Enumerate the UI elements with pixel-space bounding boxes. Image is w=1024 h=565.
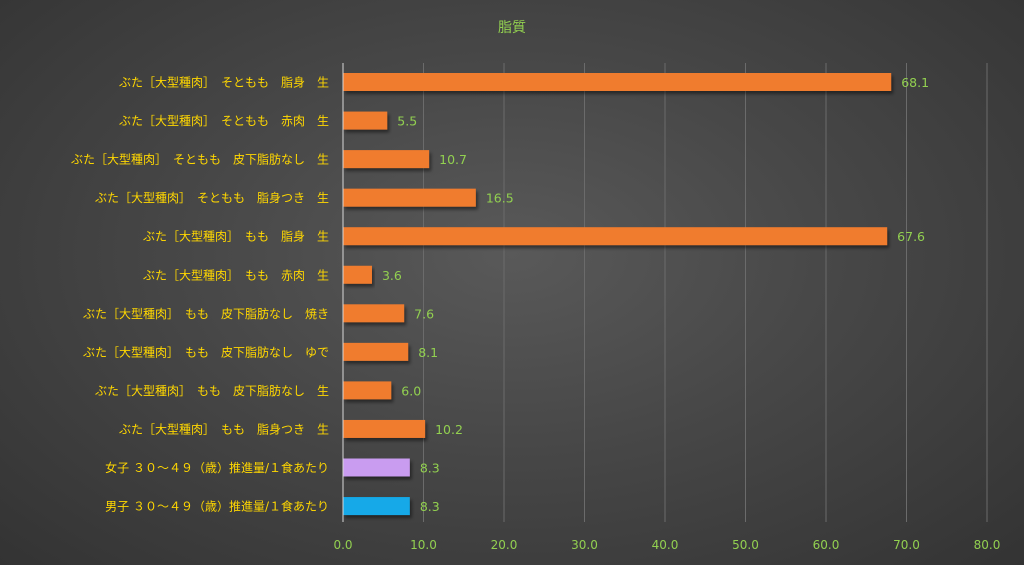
category-label: ぶた［大型種肉］ そともも 赤肉 生 xyxy=(119,114,329,128)
bars xyxy=(343,73,892,516)
x-axis-tick-labels: 0.0 10.0 20.0 30.0 40.0 50.0 60.0 70.0 80.0 xyxy=(333,538,1000,552)
category-label: ぶた［大型種肉］ もも 皮下脂肪なし ゆで xyxy=(83,344,329,359)
x-tick-label: 70.0 xyxy=(893,538,920,552)
x-tick-label: 0.0 xyxy=(333,538,352,552)
value-labels: 68.1 5.5 10.7 16.5 67.6 3.6 7.6 8.1 6.0 10.2 8.3 8.… xyxy=(382,75,929,514)
bar xyxy=(343,188,476,207)
bar xyxy=(343,458,410,477)
bar xyxy=(343,111,388,130)
bar xyxy=(343,304,405,323)
bar-value-label: 7.6 xyxy=(414,306,434,321)
category-label: 男子 ３０～４９（歳）推進量/１食あたり xyxy=(105,499,329,514)
x-tick-label: 40.0 xyxy=(652,538,679,552)
category-label: ぶた［大型種肉］ もも 皮下脂肪なし 生 xyxy=(95,383,329,398)
category-label: ぶた［大型種肉］ もも 皮下脂肪なし 焼き xyxy=(83,306,329,321)
bar-value-label: 10.2 xyxy=(435,422,463,437)
category-label: ぶた［大型種肉］ そともも 皮下脂肪なし 生 xyxy=(71,152,329,167)
bar-value-label: 10.7 xyxy=(439,152,467,167)
chart-title: 脂質 xyxy=(498,20,526,36)
bar-value-label: 67.6 xyxy=(897,229,925,244)
x-tick-label: 50.0 xyxy=(732,538,759,552)
bar-value-label: 68.1 xyxy=(901,75,929,90)
bar xyxy=(343,381,392,400)
x-tick-label: 30.0 xyxy=(571,538,598,552)
bar xyxy=(343,227,888,246)
category-label: ぶた［大型種肉］ もも 脂身つき 生 xyxy=(119,421,329,436)
category-label: ぶた［大型種肉］ もも 脂身 生 xyxy=(143,229,329,244)
bar xyxy=(343,342,409,361)
category-label: ぶた［大型種肉］ そともも 脂身 生 xyxy=(119,75,329,90)
bar xyxy=(343,497,410,516)
bar-value-label: 8.3 xyxy=(420,461,440,476)
bar-value-label: 5.5 xyxy=(397,114,417,129)
x-tick-label: 20.0 xyxy=(491,538,518,552)
bar-value-label: 3.6 xyxy=(382,268,402,283)
bar xyxy=(343,265,372,284)
bar-value-label: 16.5 xyxy=(486,191,514,206)
category-label: ぶた［大型種肉］ そともも 脂身つき 生 xyxy=(95,190,329,205)
bar-value-label: 6.0 xyxy=(401,383,421,398)
bar xyxy=(343,150,430,169)
bar-value-label: 8.3 xyxy=(420,499,440,514)
bar-value-label: 8.1 xyxy=(418,345,438,360)
bar xyxy=(343,73,892,91)
category-labels: ぶた［大型種肉］ そともも 脂身 生ぶた［大型種肉］ そともも 赤肉 生ぶた［大… xyxy=(71,75,329,514)
x-tick-label: 80.0 xyxy=(974,538,1001,552)
x-tick-label: 10.0 xyxy=(410,538,437,552)
category-label: ぶた［大型種肉］ もも 赤肉 生 xyxy=(143,268,329,282)
category-label: 女子 ３０～４９（歳）推進量/１食あたり xyxy=(105,460,329,475)
x-tick-label: 60.0 xyxy=(813,538,840,552)
gridlines xyxy=(423,63,988,522)
bar xyxy=(343,419,426,438)
